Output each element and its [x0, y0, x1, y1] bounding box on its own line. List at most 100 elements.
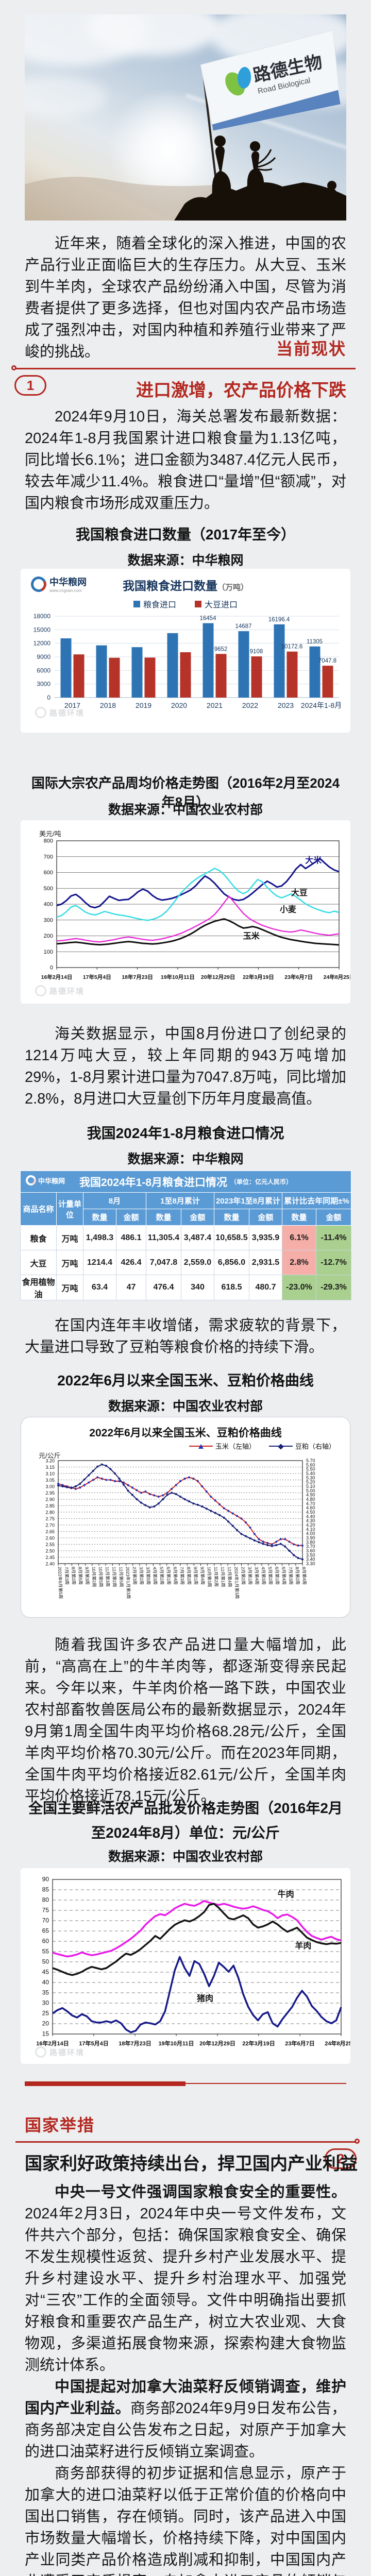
svg-text:11月第3周: 11月第3周 [105, 1567, 110, 1587]
s1-paragraph-1: 2024年9月10日，海关总署发布最新数据：2024年1-8月我国累计进口粮食量… [25, 409, 346, 512]
svg-text:22年3月19日: 22年3月19日 [242, 2040, 275, 2047]
svg-text:6月第1周: 6月第1周 [274, 1567, 280, 1585]
s1-paragraph-4: 随着我国许多农产品进口量大幅增加，此前，“高高在上”的牛羊肉等，都逐渐变得亲民起… [25, 1637, 346, 1805]
svg-text:70: 70 [42, 1917, 49, 1924]
svg-text:9月第4周: 9月第4周 [200, 1567, 206, 1585]
svg-text:2.75: 2.75 [45, 1516, 55, 1521]
svg-text:2.50: 2.50 [45, 1549, 55, 1554]
svg-text:24年8月25日: 24年8月25日 [325, 2040, 350, 2047]
section1-number-badge: 1 [14, 375, 46, 396]
bar-chart-caption: 我国粮食进口数量（2017年至今） [75, 527, 296, 543]
s2-paragraphs: 中央一号文件强调国家粮食安全的重要性。2024年2月3日，2024年中央一号文件… [25, 2184, 346, 2576]
section2-label: 国家举措 [25, 2116, 95, 2134]
svg-text:2月第3周: 2月第3周 [132, 1567, 138, 1585]
svg-text:12月第4周: 12月第4周 [227, 1567, 232, 1587]
section2-top-divider [25, 2081, 346, 2086]
svg-text:5.10: 5.10 [306, 1484, 315, 1489]
svg-text:35: 35 [42, 1989, 49, 1996]
svg-text:6月第4周: 6月第4周 [173, 1567, 178, 1585]
svg-text:300: 300 [44, 917, 53, 923]
svg-text:5月第2周: 5月第2周 [159, 1567, 165, 1585]
hero-photo: 路德生物 Road Biological [25, 14, 346, 221]
meat-price-line-chart: 路德环境 15 20 25 30 35 40 45 50 55 60 65 70 75 80 85 90 16年… [21, 1868, 350, 2064]
svg-text:10172.6: 10172.6 [281, 644, 303, 650]
svg-text:2.90: 2.90 [45, 1497, 55, 1502]
svg-text:3.80: 3.80 [306, 1539, 315, 1545]
svg-text:85: 85 [42, 1886, 49, 1893]
svg-text:12月第1周: 12月第1周 [220, 1567, 226, 1587]
svg-text:18000: 18000 [33, 613, 51, 620]
svg-text:4.90: 4.90 [306, 1493, 315, 1498]
svg-text:23年6月7日: 23年6月7日 [284, 974, 313, 980]
svg-text:3.20: 3.20 [45, 1459, 55, 1464]
svg-text:18年7月23日: 18年7月23日 [122, 974, 153, 980]
cngrain-logo: 中华粮网 www.cngrain.com [28, 574, 87, 594]
svg-text:大豆: 大豆 [291, 888, 308, 897]
grain-import-bar-chart: 中华粮网 www.cngrain.com 我国粮食进口数量（万吨） 粮食进口 大豆… [21, 569, 350, 733]
table-row: 大豆 万吨 1214.4 426.4 7,047.8 2,559.0 6,856.0 2,93… [20, 1250, 352, 1275]
svg-text:19年10月11日: 19年10月11日 [158, 2040, 194, 2047]
svg-text:65: 65 [42, 1927, 49, 1935]
svg-text:15000: 15000 [33, 626, 51, 633]
svg-text:5.40: 5.40 [306, 1471, 315, 1476]
svg-text:3000: 3000 [37, 681, 50, 688]
svg-text:8月第2周: 8月第2周 [186, 1567, 192, 1585]
table-source: 数据来源：中华粮网 [127, 1152, 244, 1166]
svg-text:20: 20 [42, 2020, 49, 2027]
svg-text:5.70: 5.70 [306, 1458, 315, 1463]
svg-text:16年2月14日: 16年2月14日 [41, 974, 73, 980]
meat-chart-caption: 全国主要鲜活农产品批发价格走势图（2016年2月至2024年8月）单位：元/公斤 [28, 1800, 343, 1841]
svg-text:猪肉: 猪肉 [196, 1993, 213, 2003]
svg-text:5.20: 5.20 [306, 1480, 315, 1485]
intro-paragraph: 近年来，随着全球化的深入推进，中国的农产品行业正面临巨大的生存压力。从大豆、玉米… [25, 235, 346, 360]
svg-text:22年3月19日: 22年3月19日 [243, 974, 274, 980]
svg-text:25: 25 [42, 2010, 49, 2017]
svg-text:2024年1月第3周: 2024年1月第3周 [233, 1567, 240, 1599]
svg-text:19年10月11日: 19年10月11日 [161, 974, 195, 980]
svg-text:30: 30 [42, 1999, 49, 2007]
intl-chart-caption: 国际大宗农产品周均价格走势图（2016年2月至2024年8月） [31, 775, 340, 810]
svg-text:24年8月25日: 24年8月25日 [324, 974, 350, 980]
svg-text:4.30: 4.30 [306, 1518, 315, 1523]
svg-text:12000: 12000 [33, 640, 51, 647]
svg-text:3.00: 3.00 [45, 1484, 55, 1489]
svg-text:80: 80 [42, 1896, 49, 1904]
section1-divider [11, 365, 356, 370]
corn-chart-caption: 2022年6月以来全国玉米、豆粕价格曲线 [57, 1372, 314, 1388]
svg-text:50: 50 [42, 1958, 49, 1965]
svg-text:6月第1周: 6月第1周 [166, 1567, 172, 1585]
corn-chart-legend: 玉米（左轴） 豆粕（右轴） [189, 1441, 335, 1451]
svg-text:10月第3周: 10月第3周 [207, 1567, 212, 1587]
svg-text:4.20: 4.20 [306, 1522, 315, 1528]
svg-text:2022年6月第5周: 2022年6月第5周 [57, 1567, 63, 1599]
svg-text:200: 200 [44, 933, 53, 939]
table-row: 粮食 万吨 1,498.3 486.1 11,305.4 3,487.4 10,658.5 3… [20, 1225, 352, 1250]
svg-text:5.00: 5.00 [306, 1488, 315, 1493]
svg-text:20年12月29日: 20年12月29日 [201, 974, 235, 980]
svg-text:10月第2周: 10月第2周 [91, 1567, 97, 1587]
svg-text:8月第2周: 8月第2周 [295, 1567, 300, 1585]
intl-chart-source: 数据来源：中国农业农村部 [108, 803, 263, 817]
svg-text:3.05: 3.05 [45, 1478, 55, 1483]
svg-text:4.80: 4.80 [306, 1497, 315, 1502]
svg-text:3月第4周: 3月第4周 [254, 1567, 260, 1585]
svg-text:2023年1月第3周: 2023年1月第3周 [125, 1567, 131, 1599]
y-axis-unit: 元/公斤 [39, 1452, 61, 1460]
svg-text:3.30: 3.30 [306, 1561, 315, 1566]
svg-text:5.50: 5.50 [306, 1467, 315, 1472]
table-logo: 中华粮网 [24, 1174, 65, 1187]
svg-text:小麦: 小麦 [280, 905, 297, 914]
svg-text:2018: 2018 [100, 701, 116, 709]
svg-text:6月第4周: 6月第4周 [281, 1567, 287, 1585]
svg-text:15: 15 [42, 2030, 49, 2038]
svg-text:3.60: 3.60 [306, 1548, 315, 1553]
svg-text:牛肉: 牛肉 [278, 1889, 294, 1899]
svg-text:3月第2周: 3月第2周 [139, 1567, 144, 1585]
svg-text:7047.8: 7047.8 [318, 658, 336, 664]
svg-text:16196.4: 16196.4 [268, 617, 290, 623]
svg-text:10月第5周: 10月第5周 [98, 1567, 104, 1587]
section2-number-badge: 2 [325, 2148, 357, 2169]
svg-text:2017: 2017 [64, 701, 80, 709]
svg-text:3月第5周: 3月第5周 [145, 1567, 151, 1585]
